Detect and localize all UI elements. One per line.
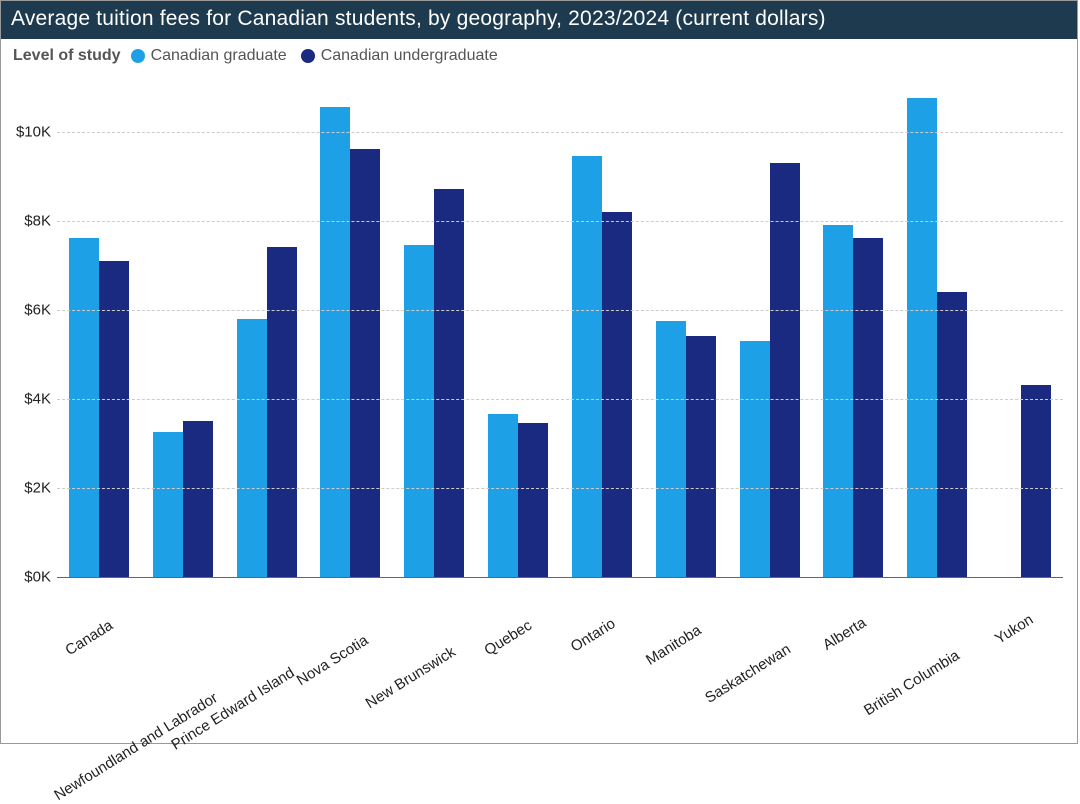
x-axis-labels: CanadaNewfoundland and LabradorPrince Ed… <box>57 583 1063 743</box>
bar-undergraduate[interactable] <box>770 163 800 577</box>
bar-undergraduate[interactable] <box>183 421 213 577</box>
legend-item-graduate[interactable]: Canadian graduate <box>131 47 287 65</box>
x-label-slot: Saskatchewan <box>728 583 812 743</box>
bar-graduate[interactable] <box>656 321 686 577</box>
y-tick-label: $6K <box>24 301 57 318</box>
x-label-slot: New Brunswick <box>392 583 476 743</box>
gridline <box>57 577 1063 578</box>
bar-graduate[interactable] <box>404 245 434 577</box>
y-tick-label: $2K <box>24 479 57 496</box>
bar-group <box>560 87 644 577</box>
bar-group <box>476 87 560 577</box>
bar-undergraduate[interactable] <box>853 238 883 577</box>
legend-text: Canadian graduate <box>151 47 287 65</box>
bar-group <box>979 87 1063 577</box>
x-label-slot: Alberta <box>811 583 895 743</box>
chart-container: Average tuition fees for Canadian studen… <box>0 0 1078 744</box>
bar-undergraduate[interactable] <box>518 423 548 577</box>
gridline <box>57 399 1063 400</box>
bar-undergraduate[interactable] <box>937 292 967 577</box>
bar-undergraduate[interactable] <box>99 261 129 577</box>
bar-graduate[interactable] <box>488 414 518 577</box>
bar-graduate[interactable] <box>740 341 770 577</box>
legend-text: Canadian undergraduate <box>321 47 498 65</box>
legend-swatch-undergraduate <box>301 49 315 63</box>
bar-group <box>644 87 728 577</box>
bar-undergraduate[interactable] <box>602 212 632 577</box>
bar-group <box>811 87 895 577</box>
gridline <box>57 132 1063 133</box>
bar-graduate[interactable] <box>69 238 99 577</box>
bar-group <box>57 87 141 577</box>
bar-graduate[interactable] <box>907 98 937 577</box>
bars-layer <box>57 87 1063 577</box>
bar-group <box>728 87 812 577</box>
y-tick-label: $8K <box>24 212 57 229</box>
x-axis-label: Yukon <box>1027 589 1071 626</box>
bar-graduate[interactable] <box>320 107 350 577</box>
x-label-slot: Ontario <box>560 583 644 743</box>
gridline <box>57 488 1063 489</box>
bar-group <box>392 87 476 577</box>
bar-group <box>225 87 309 577</box>
bar-undergraduate[interactable] <box>1021 385 1051 577</box>
y-tick-label: $4K <box>24 390 57 407</box>
bar-graduate[interactable] <box>572 156 602 577</box>
x-label-slot: British Columbia <box>895 583 979 743</box>
legend-swatch-graduate <box>131 49 145 63</box>
legend: Level of study Canadian graduate Canadia… <box>1 39 1077 69</box>
bar-undergraduate[interactable] <box>267 247 297 577</box>
x-label-slot: Prince Edward Island <box>225 583 309 743</box>
x-label-slot: Quebec <box>476 583 560 743</box>
bar-group <box>141 87 225 577</box>
x-label-slot: Nova Scotia <box>308 583 392 743</box>
y-tick-label: $0K <box>24 569 57 586</box>
bar-graduate[interactable] <box>237 319 267 577</box>
chart-title: Average tuition fees for Canadian studen… <box>1 1 1077 39</box>
x-label-slot: Manitoba <box>644 583 728 743</box>
bar-group <box>895 87 979 577</box>
bar-graduate[interactable] <box>823 225 853 577</box>
y-tick-label: $10K <box>16 123 57 140</box>
bar-undergraduate[interactable] <box>686 336 716 577</box>
legend-label: Level of study <box>13 47 121 65</box>
plot-area: $0K$2K$4K$6K$8K$10K <box>57 87 1063 577</box>
x-label-slot: Canada <box>57 583 141 743</box>
legend-item-undergraduate[interactable]: Canadian undergraduate <box>301 47 498 65</box>
gridline <box>57 221 1063 222</box>
bar-undergraduate[interactable] <box>350 149 380 577</box>
gridline <box>57 310 1063 311</box>
x-label-slot: Yukon <box>979 583 1063 743</box>
bar-undergraduate[interactable] <box>434 189 464 577</box>
bar-group <box>308 87 392 577</box>
bar-graduate[interactable] <box>153 432 183 577</box>
